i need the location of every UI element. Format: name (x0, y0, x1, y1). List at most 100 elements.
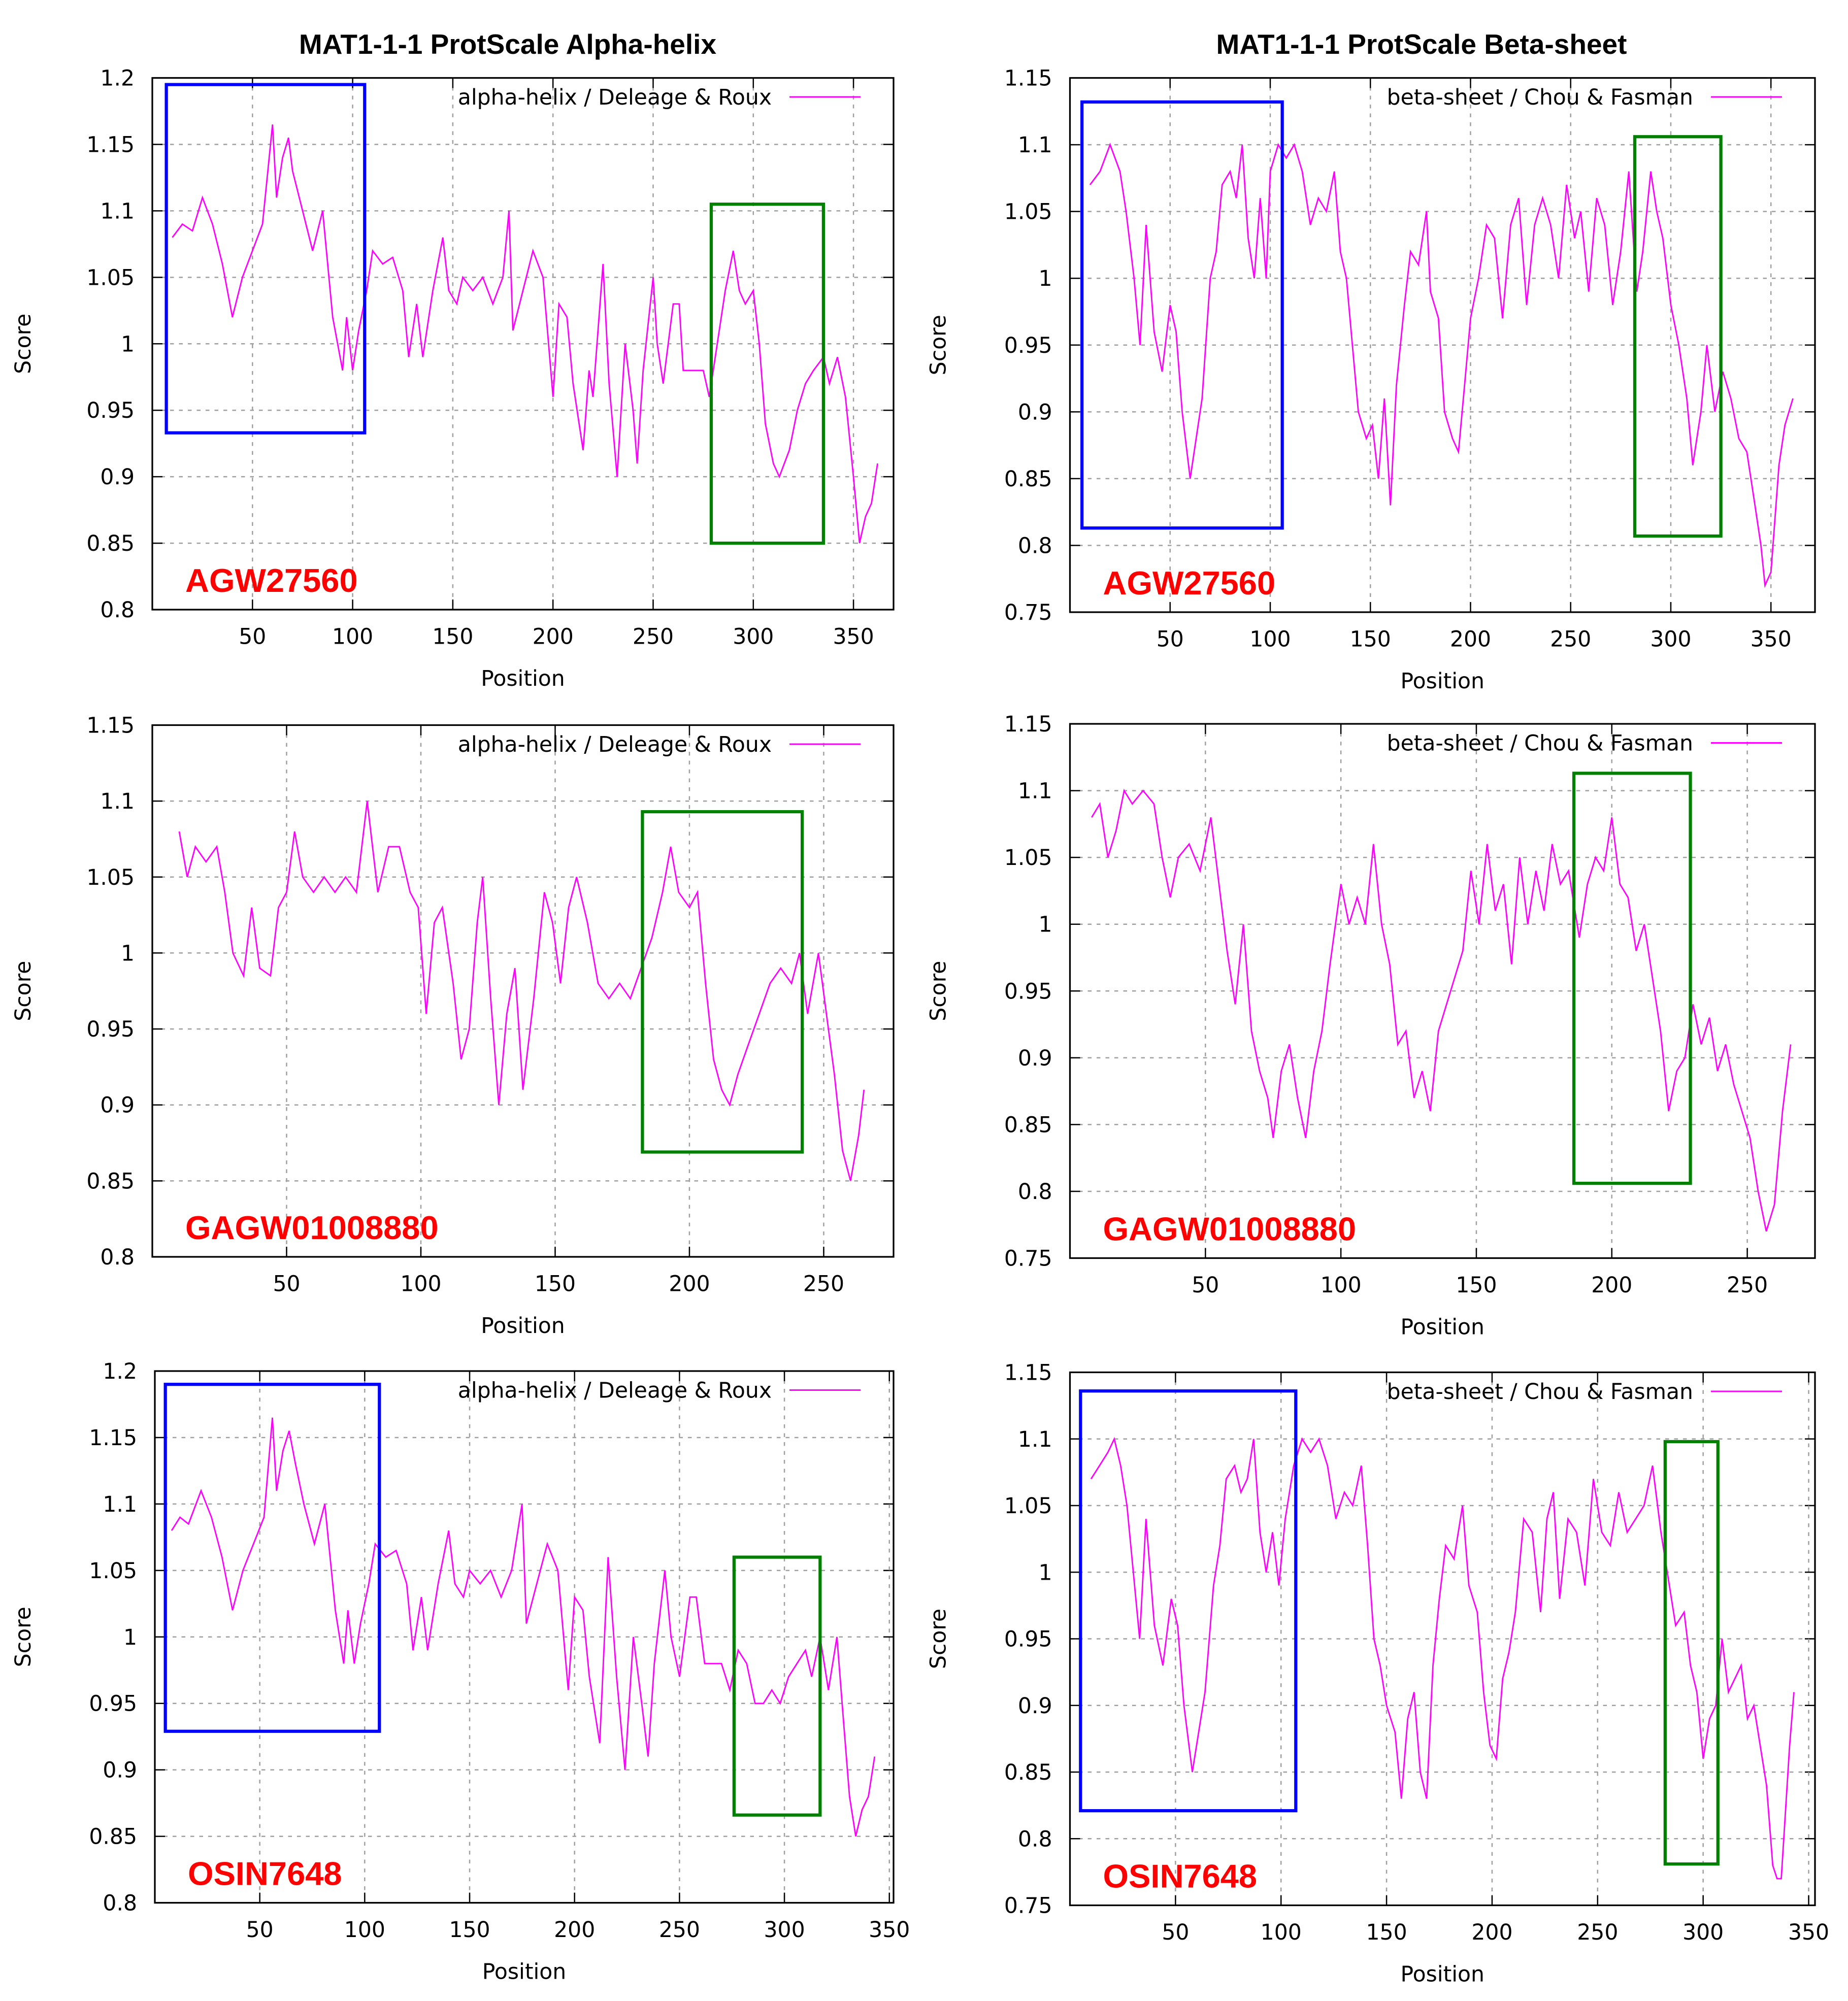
title-right: MAT1-1-1 ProtScale Beta-sheet (1216, 28, 1627, 60)
x-tick-label: 350 (1751, 627, 1792, 652)
y-tick-label: 1.15 (1004, 712, 1052, 737)
plot-frame (151, 724, 895, 1258)
y-tick-label: 0.9 (1018, 400, 1052, 425)
y-tick-label: 1.05 (1004, 1494, 1052, 1519)
y-tick-label: 1.2 (103, 1359, 137, 1384)
green-highlight-box (709, 203, 826, 545)
title-left: MAT1-1-1 ProtScale Alpha-helix (299, 28, 717, 60)
y-tick-label: 1 (121, 332, 135, 357)
y-tick-label: 0.8 (103, 1891, 137, 1916)
x-tick-label: 100 (332, 625, 373, 650)
x-tick-label: 100 (1261, 1920, 1302, 1945)
x-tick-label: 350 (869, 1918, 910, 1943)
x-tick-label: 200 (554, 1918, 595, 1943)
y-tick-label: 1.1 (1018, 133, 1052, 158)
y-tick-label: 1.15 (86, 132, 135, 157)
y-tick-label: 1 (1038, 1560, 1052, 1585)
legend-label: beta-sheet / Chou & Fasman (1387, 731, 1693, 756)
x-tick-label: 250 (633, 625, 674, 650)
y-tick-label: 0.85 (89, 1825, 137, 1850)
x-tick-label: 50 (246, 1918, 274, 1943)
blue-highlight-box (164, 83, 367, 435)
y-tick-label: 0.95 (1004, 334, 1052, 358)
y-tick-label: 1 (121, 941, 135, 966)
y-axis-label: Score (11, 314, 36, 374)
y-tick-label: 0.8 (1018, 1827, 1052, 1852)
y-tick-label: 1.15 (1004, 66, 1052, 91)
y-tick-label: 0.8 (100, 1245, 135, 1270)
sample-label: OSIN7648 (1103, 1858, 1258, 1895)
x-tick-label: 50 (239, 625, 266, 650)
y-tick-label: 1 (1038, 266, 1052, 291)
y-tick-label: 1.1 (1018, 779, 1052, 804)
x-tick-label: 100 (400, 1272, 441, 1297)
blue-highlight-box (1080, 100, 1284, 530)
green-highlight-box (641, 810, 804, 1154)
x-tick-label: 150 (432, 625, 473, 650)
y-tick-label: 0.95 (1004, 1627, 1052, 1652)
y-tick-label: 1 (1038, 913, 1052, 938)
blue-highlight-box (1079, 1389, 1298, 1813)
y-tick-label: 1.15 (1004, 1361, 1052, 1386)
y-tick-label: 1.05 (1004, 200, 1052, 225)
x-tick-label: 200 (1591, 1273, 1632, 1298)
y-tick-label: 0.85 (1004, 1760, 1052, 1785)
sample-label: GAGW01008880 (185, 1209, 439, 1246)
y-axis-label: Score (927, 315, 951, 375)
y-axis-label: Score (11, 961, 36, 1021)
legend-label: beta-sheet / Chou & Fasman (1387, 1380, 1693, 1405)
x-tick-label: 100 (344, 1918, 385, 1943)
y-tick-label: 0.85 (1004, 1113, 1052, 1138)
x-tick-label: 50 (1162, 1920, 1189, 1945)
sample-label: AGW27560 (185, 562, 358, 599)
score-series-line (1091, 788, 1792, 1232)
x-tick-label: 100 (1249, 627, 1291, 652)
x-axis-label: Position (1401, 1315, 1484, 1340)
legend-label: beta-sheet / Chou & Fasman (1387, 85, 1693, 110)
x-axis-label: Position (1401, 669, 1484, 694)
score-series-line (171, 1417, 876, 1837)
y-tick-label: 0.9 (103, 1758, 137, 1783)
x-tick-label: 150 (1456, 1273, 1497, 1298)
x-tick-label: 200 (1450, 627, 1491, 652)
chart-panel-5: 0.8 0.85 0.9 0.95 1 1.05 1.1 1.15 1.2 50 100 150 200… (11, 1359, 910, 1985)
y-tick-label: 0.9 (1018, 1694, 1052, 1719)
y-tick-label: 1.1 (1018, 1427, 1052, 1452)
y-tick-label: 1.05 (86, 865, 135, 890)
green-highlight-box (1663, 1440, 1720, 1866)
chart-panel-4: 0.75 0.8 0.85 0.9 0.95 1 1.05 1.1 1.15 50 100 150 20… (927, 712, 1816, 1340)
x-tick-label: 350 (833, 625, 874, 650)
y-tick-label: 1.05 (89, 1559, 137, 1584)
x-axis-label: Position (481, 666, 565, 691)
y-tick-label: 0.8 (100, 598, 135, 623)
x-tick-label: 250 (803, 1272, 844, 1297)
plot-frame (1069, 723, 1816, 1259)
y-tick-label: 0.8 (1018, 1180, 1052, 1205)
green-highlight-box (1633, 135, 1723, 538)
chart-panel-1: 0.8 0.85 0.9 0.95 1 1.05 1.1 1.15 1.2 50 100 150 200… (11, 66, 895, 691)
score-series-line (172, 124, 878, 544)
y-tick-label: 0.9 (1018, 1046, 1052, 1071)
x-tick-label: 150 (1350, 627, 1391, 652)
sample-label: GAGW01008880 (1103, 1211, 1357, 1248)
y-tick-label: 0.95 (86, 398, 135, 423)
x-tick-label: 300 (1650, 627, 1691, 652)
y-tick-label: 0.75 (1004, 1247, 1052, 1272)
y-tick-label: 0.95 (1004, 979, 1052, 1004)
x-tick-label: 300 (733, 625, 774, 650)
y-tick-label: 0.8 (1018, 533, 1052, 558)
y-tick-label: 1.1 (103, 1492, 137, 1517)
y-tick-label: 1.1 (100, 789, 135, 814)
green-highlight-box (732, 1555, 822, 1817)
y-axis-label: Score (927, 961, 951, 1021)
y-tick-label: 1.1 (100, 199, 135, 224)
x-tick-label: 300 (1682, 1920, 1724, 1945)
plot-frame (1069, 77, 1816, 613)
y-tick-label: 0.9 (100, 465, 135, 490)
y-tick-label: 0.85 (1004, 467, 1052, 492)
green-highlight-box (1572, 772, 1692, 1185)
x-tick-label: 200 (669, 1272, 710, 1297)
x-axis-label: Position (481, 1314, 565, 1339)
